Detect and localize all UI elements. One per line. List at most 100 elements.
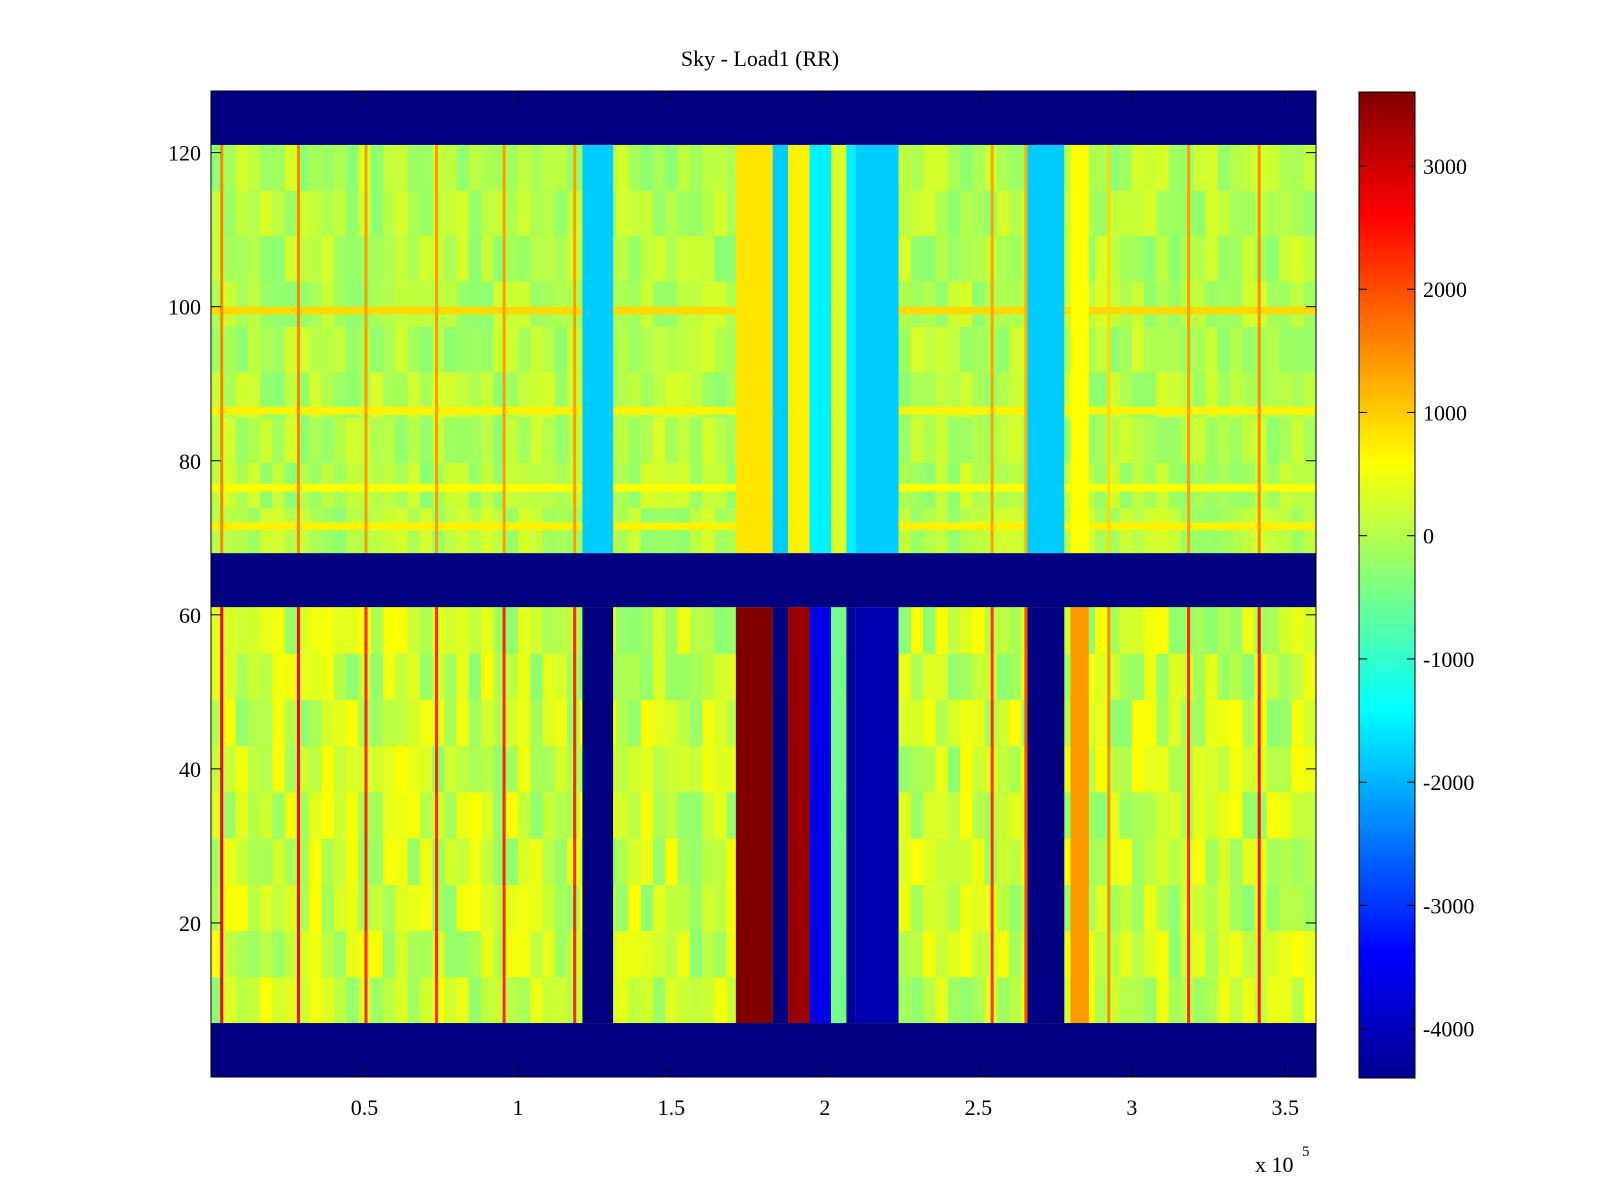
heatmap-cell [456, 745, 470, 793]
heatmap-streak [1107, 607, 1111, 1024]
heatmap-cell [382, 144, 396, 191]
heatmap-cell [1291, 144, 1305, 191]
heatmap-cell [898, 371, 912, 418]
heatmap-cell [554, 930, 568, 978]
heatmap-cell [677, 190, 691, 237]
heatmap-cell [1193, 281, 1206, 327]
plot-area [210, 90, 1317, 1078]
heatmap-cell [1230, 371, 1243, 418]
heatmap-cell [223, 838, 237, 885]
heatmap-cell [284, 653, 298, 701]
heatmap-cell [947, 653, 961, 701]
heatmap-cell [235, 281, 249, 327]
heatmap-cell [1279, 930, 1292, 978]
heatmap-cell [542, 144, 556, 191]
heatmap-column-band [809, 607, 832, 1024]
heatmap-cell [628, 417, 642, 463]
heatmap-cell [542, 699, 556, 747]
heatmap-cell [1217, 607, 1231, 654]
heatmap-cell [235, 326, 249, 373]
y-tick-label: 100 [168, 295, 201, 320]
heatmap-cell [247, 281, 261, 327]
heatmap-cell [321, 371, 335, 418]
heatmap-cell [714, 653, 728, 701]
heatmap-cell [972, 507, 985, 554]
heatmap-cell [296, 699, 310, 747]
heatmap-cell [1303, 884, 1316, 932]
heatmap-cell [1266, 417, 1280, 463]
heatmap-cell [530, 745, 543, 793]
heatmap-cell [517, 507, 531, 554]
heatmap-cell [1144, 371, 1157, 418]
heatmap-cell [370, 884, 384, 932]
heatmap-cell [517, 838, 531, 885]
heatmap-cell [432, 791, 445, 839]
heatmap-cell [1131, 371, 1145, 418]
heatmap-cell [1168, 976, 1182, 1024]
heatmap-cell [616, 417, 629, 463]
heatmap-cell [223, 235, 237, 282]
heatmap-cell [272, 326, 286, 373]
heatmap-cell [1193, 190, 1206, 237]
heatmap-cell [1095, 281, 1108, 327]
heatmap-cell [260, 838, 273, 885]
heatmap-cell [898, 507, 912, 554]
heatmap-cell [370, 745, 384, 793]
heatmap-cell [923, 791, 936, 839]
heatmap-cell [1205, 976, 1219, 1024]
heatmap-cell [640, 281, 654, 327]
heatmap-cell [923, 745, 936, 793]
heatmap-cell [628, 976, 642, 1024]
heatmap-cell [1254, 326, 1268, 373]
heatmap-cell [923, 326, 936, 373]
heatmap-cell [382, 653, 396, 701]
heatmap-cell [235, 699, 249, 747]
heatmap-cell [1230, 884, 1243, 932]
heatmap-cell [1144, 699, 1157, 747]
heatmap-cell [432, 838, 445, 885]
heatmap-cell [616, 884, 629, 932]
heatmap-cell [419, 745, 433, 793]
heatmap-cell [382, 930, 396, 978]
heatmap-cell [1144, 507, 1157, 554]
heatmap-cell [1230, 745, 1243, 793]
heatmap-cell [959, 281, 973, 327]
heatmap-masked-row [211, 91, 1316, 145]
heatmap-cell [714, 144, 728, 191]
heatmap-cell [996, 791, 1010, 839]
heatmap-cell [1242, 930, 1256, 978]
heatmap-cell [1266, 976, 1280, 1024]
heatmap-cell [260, 235, 273, 282]
heatmap-cell [935, 976, 949, 1024]
heatmap-cell [1279, 507, 1292, 554]
heatmap-cell [481, 507, 494, 554]
heatmap-cell [530, 607, 543, 654]
heatmap-cell [309, 235, 322, 282]
heatmap-cell [1242, 144, 1256, 191]
heatmap-cell [309, 144, 322, 191]
heatmap-cell [996, 607, 1010, 654]
heatmap-cell [1291, 791, 1305, 839]
heatmap-cell [898, 607, 912, 654]
heatmap-cell [456, 699, 470, 747]
heatmap-cell [972, 190, 985, 237]
heatmap-cell [309, 507, 322, 554]
heatmap-cell [1144, 838, 1157, 885]
heatmap-cell [1107, 281, 1121, 327]
heatmap-cell [702, 884, 715, 932]
heatmap-cell [665, 838, 679, 885]
heatmap-cell [223, 507, 237, 554]
heatmap-cell [640, 144, 654, 191]
heatmap-cell [321, 144, 335, 191]
heatmap-cell [346, 144, 359, 191]
heatmap-cell [468, 838, 482, 885]
heatmap-cell [1156, 235, 1170, 282]
heatmap-cell [1242, 745, 1256, 793]
heatmap-cell [432, 190, 445, 237]
heatmap-cell [923, 884, 936, 932]
heatmap-cell [1291, 371, 1305, 418]
heatmap-cell [542, 190, 556, 237]
heatmap-cell [260, 745, 273, 793]
heatmap-cell [1095, 371, 1108, 418]
heatmap-cell [223, 607, 237, 654]
